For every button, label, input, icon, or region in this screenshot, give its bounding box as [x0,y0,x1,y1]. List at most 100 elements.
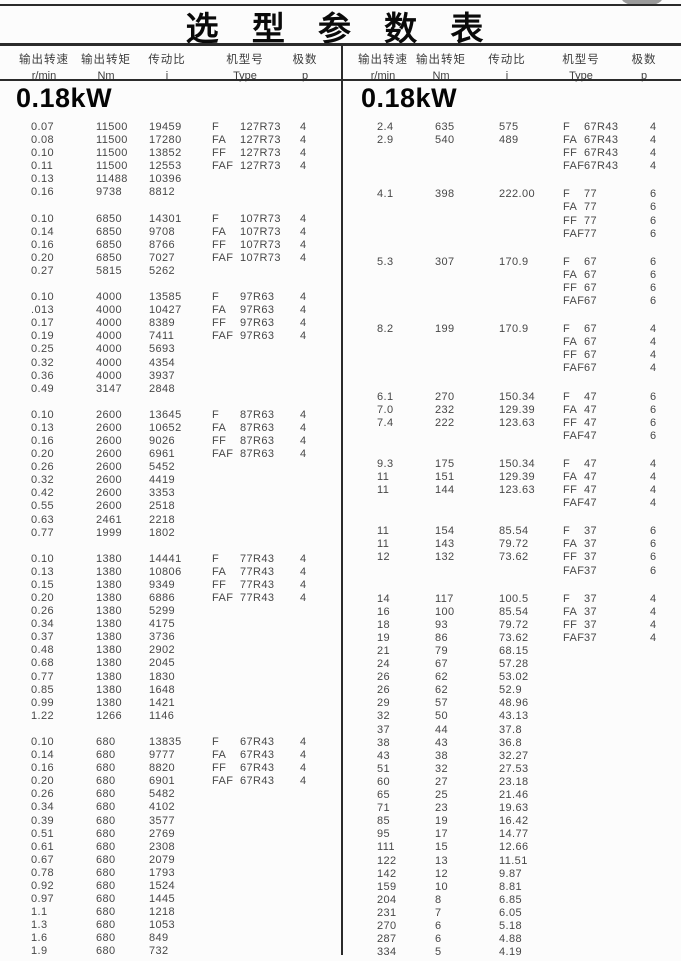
table-row: 0.20 2600 6961 FAF 87R63 4 [31,448,341,461]
cell-type-model: 107R73 [240,225,281,238]
cell-type-prefix: FA [212,225,227,238]
cell-poles [650,763,668,776]
cell-output-speed: 0.10 [31,147,55,160]
cell-poles: 4 [300,775,307,788]
cell-poles [650,881,668,894]
cell-type-model: 37 [584,592,598,605]
cell-ratio: 7027 [149,251,176,264]
cell-ratio: 6.05 [499,906,523,919]
cell-output-speed: 26 [377,671,391,684]
table-row: 11 144 123.63 FF 47 4 [377,484,681,497]
cell-poles [650,868,668,881]
table-row: FF 77 6 [377,215,681,228]
parameter-table-left: 0.07 11500 19459 F 127R73 4 0.08 11500 17280 FA 12… [0,121,341,959]
cell-type-prefix [212,906,240,919]
cell-type-model: 47 [584,390,598,403]
cell-type-model: 67 [584,336,598,349]
table-row: FAF 67 4 [377,362,681,375]
cell-type-prefix [212,893,240,906]
cell-ratio: 123.63 [499,416,536,429]
cell-poles: 4 [650,484,657,497]
cell-poles: 4 [300,434,307,447]
cell-type-prefix: FA [212,421,227,434]
cell-type-model [240,671,300,684]
cell-ratio: 8820 [149,762,176,775]
table-row: 65 25 21.46 [377,789,681,802]
cell-poles [300,697,320,710]
cell-type-model [584,737,650,750]
cell-ratio: 222.00 [499,188,536,201]
cell-output-speed: 122 [377,854,397,867]
table-section: 9.3 175 150.34 F 47 4 11 151 129.39 FA 47 4 11 144 123… [343,458,681,510]
cell-poles [300,343,320,356]
table-row: 7.4 222 123.63 FF 47 6 [377,417,681,430]
cell-poles: 6 [650,564,657,577]
cell-output-speed: 159 [377,880,397,893]
cell-ratio: 37.8 [499,723,523,736]
cell-output-speed: 2.4 [377,121,394,133]
cell-type-prefix: FF [563,349,578,362]
cell-output-speed: 231 [377,906,397,919]
cell-output-torque: 232 [435,403,455,416]
cell-poles: 4 [300,291,307,304]
cell-type-prefix: FF [563,416,578,429]
cell-output-speed: .013 [31,304,55,317]
table-row: 11 154 85.54 F 37 6 [377,525,681,538]
cell-type-prefix: FAF [563,564,585,577]
cell-ratio: 6.85 [499,893,523,906]
table-row: 0.92 680 1524 [31,880,341,893]
cell-output-speed: 0.14 [31,225,55,238]
cell-output-torque: 11488 [96,173,128,186]
cell-ratio: 23.18 [499,775,529,788]
cell-type-model: 87R63 [240,434,275,447]
cell-output-torque: 2461 [96,513,123,526]
cell-ratio: 13852 [149,147,182,160]
cell-type-prefix: FF [563,214,578,227]
cell-ratio: 4419 [149,474,176,487]
cell-ratio: 100.5 [499,592,529,605]
cell-type-prefix [212,932,240,945]
cell-output-torque: 2600 [96,448,123,461]
cell-type-prefix: FA [212,134,227,147]
cell-type-prefix: FF [563,551,578,564]
cell-type-prefix: FA [563,134,578,147]
cell-output-torque: 175 [435,457,455,470]
cell-poles: 6 [650,255,657,268]
col-header-label: 输出转矩 [416,54,466,66]
col-header-unit: p [640,70,648,82]
cell-ratio: 2518 [149,500,176,513]
cell-output-speed: 14 [377,592,391,605]
cell-output-speed: 0.51 [31,827,55,840]
table-section: 0.07 11500 19459 F 127R73 4 0.08 11500 17280 FA 12… [0,121,341,200]
cell-ratio: 6886 [149,592,176,604]
cell-output-speed: 0.10 [31,735,55,748]
cell-output-torque: 50 [435,710,449,723]
cell-ratio: 19.63 [499,802,529,815]
cell-type-prefix: F [212,121,220,133]
cell-type-model: 127R73 [240,121,281,133]
cell-ratio: 10396 [149,173,182,186]
table-section: 11 154 85.54 F 37 6 11 143 79.72 FA 37 6 12 132 73.62 F… [343,525,681,577]
cell-ratio [499,201,563,214]
cell-poles: 4 [300,448,307,461]
table-row: 5.3 307 170.9 F 67 6 [377,256,681,269]
cell-ratio: 1793 [149,866,176,879]
cell-type-prefix [563,658,584,671]
cell-poles: 6 [650,214,657,227]
table-section: 0.10 1380 14441 F 77R43 4 0.13 1380 10806 FA 77R43… [0,553,341,723]
cell-type-prefix [212,487,240,500]
cell-type-prefix [212,671,240,684]
table-section: 0.10 4000 13585 F 97R63 4 .013 4000 10427 FA 97R63… [0,291,341,396]
table-row: FAF 37 6 [377,565,681,578]
cell-type-prefix [212,383,240,396]
cell-ratio: 9349 [149,578,176,591]
cell-output-torque: 4000 [96,330,123,343]
table-row: 0.20 680 6901 FAF 67R43 4 [31,775,341,788]
cell-type-model [240,644,300,657]
cell-output-torque: 1380 [96,657,123,670]
cell-ratio: 9708 [149,225,176,238]
cell-output-torque: 680 [96,840,116,853]
cell-poles [300,618,320,631]
cell-output-speed: 0.42 [31,487,55,500]
cell-type-model [240,801,300,814]
